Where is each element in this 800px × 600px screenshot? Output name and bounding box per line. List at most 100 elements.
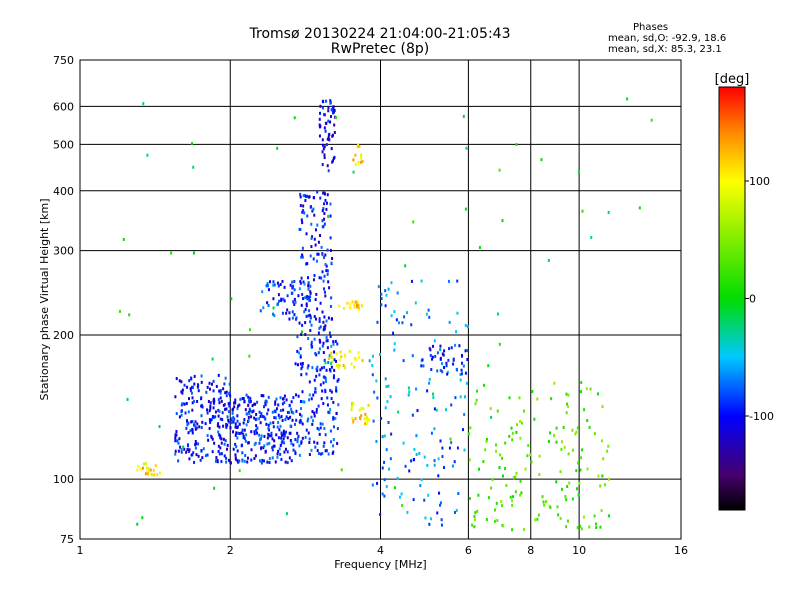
data-point [575,487,578,491]
data-point [288,410,291,414]
data-point [463,412,466,416]
data-point [465,381,468,385]
data-point [277,413,280,417]
data-point [325,201,328,205]
data-point [338,304,341,308]
data-point [301,400,304,404]
data-point [256,426,259,430]
data-point [309,284,312,288]
data-point [432,344,435,348]
data-point [292,396,295,400]
data-point [494,443,497,447]
data-point [274,460,277,464]
data-point [334,339,337,343]
data-point [575,469,578,473]
data-point [402,441,405,445]
data-point [519,493,522,497]
data-point [295,316,298,320]
data-point [317,427,320,431]
data-point [272,421,275,425]
data-point [210,417,213,421]
data-point [406,510,409,514]
data-point [323,145,326,149]
data-point [493,519,496,523]
data-point [194,439,197,443]
data-point [202,447,205,451]
data-point [285,512,288,516]
data-point [210,435,213,439]
data-point [210,382,213,386]
data-point [235,445,238,449]
data-point [200,414,203,418]
data-point [122,237,125,241]
data-point [305,428,308,432]
data-point [324,324,327,328]
data-point [286,450,289,454]
data-point [448,320,451,324]
x-tick-label: 10 [572,544,586,557]
data-point [263,434,266,438]
data-point [234,433,237,437]
data-point [246,456,249,460]
y-tick-label: 75 [60,533,74,546]
data-point [265,284,268,288]
data-point [260,461,263,465]
data-point [328,331,331,335]
data-point [323,113,326,117]
data-point [185,419,188,423]
data-point [380,303,383,307]
data-point [276,425,279,429]
data-point [254,454,257,458]
data-point [459,395,462,399]
data-point [531,390,534,394]
data-point [294,300,297,304]
data-point [272,444,275,448]
data-point [230,417,233,421]
data-point [284,460,287,464]
data-point [607,514,610,518]
data-point [303,310,306,314]
data-point [323,156,326,160]
data-point [385,448,388,452]
data-point [174,439,177,443]
data-point [310,340,313,344]
data-point [351,402,354,406]
data-point [332,438,335,442]
data-point [219,446,222,450]
data-point [205,390,208,394]
data-point [511,431,514,435]
data-point [583,408,586,412]
data-point [314,445,317,449]
data-point [446,370,449,374]
data-point [192,451,195,455]
data-point [241,428,244,432]
data-point [324,198,327,202]
data-point [321,209,324,213]
data-point [322,320,325,324]
data-point [282,408,285,412]
data-point [236,419,239,423]
data-point [301,246,304,250]
data-point [217,408,220,412]
data-point [315,317,318,321]
data-point [563,445,566,449]
data-point [293,279,296,283]
data-point [188,448,191,452]
data-point [441,352,444,356]
data-point [358,144,361,148]
data-point [426,463,429,467]
data-point [200,449,203,453]
data-point [156,473,159,477]
data-point [298,444,301,448]
data-point [429,517,432,521]
data-point [325,99,328,103]
data-point [190,376,193,380]
data-point [150,472,153,476]
data-point [241,397,244,401]
data-point [309,313,312,317]
data-point [307,417,310,421]
data-point [566,402,569,406]
data-point [322,224,325,228]
data-point [308,298,311,302]
data-point [549,431,552,435]
